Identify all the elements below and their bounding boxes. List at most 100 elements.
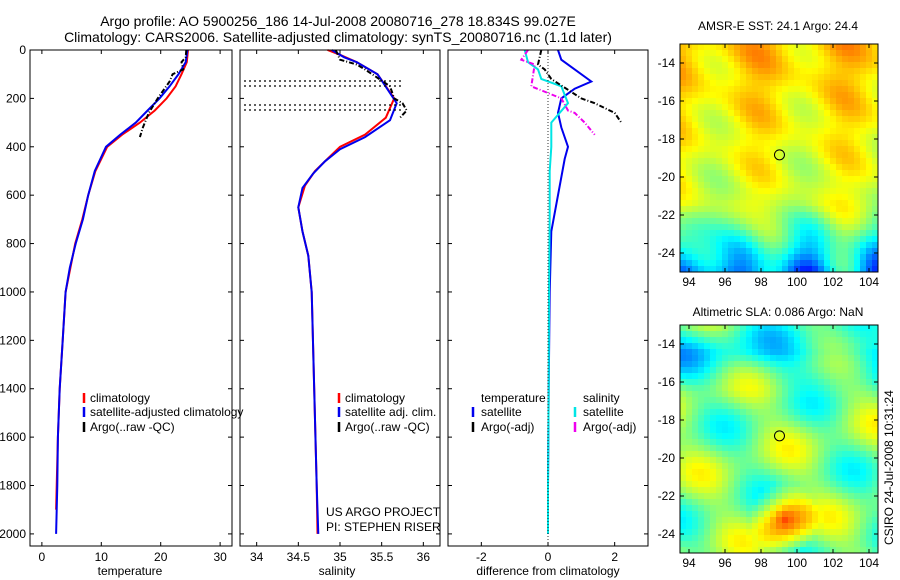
heatmap-cell [866,331,873,338]
heatmap-cell [812,499,819,506]
heatmap-cell [788,182,795,189]
heatmap-cell [686,218,693,225]
heatmap-cell [746,331,753,338]
heatmap-cell [680,260,687,267]
heatmap-cell [794,128,801,135]
heatmap-cell [704,505,711,512]
heatmap-cell [728,511,735,518]
heatmap-cell [692,385,699,392]
heatmap-cell [830,343,837,350]
heatmap-cell [860,505,867,512]
heatmap-cell [848,74,855,81]
heatmap-cell [818,385,825,392]
heatmap-cell [782,385,789,392]
heatmap-cell [704,391,711,398]
heatmap-cell [716,523,723,530]
heatmap-cell [860,475,867,482]
heatmap-cell [698,218,705,225]
heatmap-cell [734,122,741,129]
heatmap-cell [824,74,831,81]
heatmap-cell [830,451,837,458]
heatmap-cell [866,361,873,368]
heatmap-cell [812,128,819,135]
heatmap-cell [758,68,765,75]
heatmap-cell [842,68,849,75]
heatmap-cell [722,379,729,386]
heatmap-cell [848,427,855,434]
heatmap-cell [704,266,711,272]
heatmap-cell [692,331,699,338]
heatmap-cell [836,50,843,57]
heatmap-cell [818,547,825,553]
heatmap-cell [782,397,789,404]
heatmap-cell [752,433,759,440]
heatmap-cell [692,397,699,404]
heatmap-cell [752,397,759,404]
heatmap-cell [722,92,729,99]
heatmap-cell [746,541,753,548]
heatmap-cell [728,403,735,410]
difference-xlabel: difference from climatology [476,564,619,578]
heatmap-cell [842,517,849,524]
heatmap-cell [698,475,705,482]
heatmap-cell [680,140,687,147]
heatmap-cell [842,50,849,57]
heatmap-cell [758,176,765,183]
heatmap-cell [800,164,807,171]
y-tick-label: 1600 [0,430,26,444]
heatmap-cell [860,523,867,530]
heatmap-cell [740,164,747,171]
heatmap-cell [806,499,813,506]
heatmap-cell [710,134,717,141]
heatmap-cell [836,331,843,338]
heatmap-cell [752,176,759,183]
heatmap-cell [686,56,693,63]
heatmap-cell [716,230,723,237]
heatmap-cell [800,379,807,386]
heatmap-cell [836,44,843,51]
heatmap-cell [776,397,783,404]
heatmap-cell [686,92,693,99]
heatmap-cell [872,541,878,548]
heatmap-cell [734,451,741,458]
heatmap-cell [818,116,825,123]
heatmap-cell [872,254,878,261]
heatmap-cell [764,361,771,368]
heatmap-cell [716,457,723,464]
heatmap-cell [710,236,717,243]
heatmap-cell [806,349,813,356]
heatmap-cell [782,116,789,123]
heatmap-cell [788,128,795,135]
heatmap-cell [866,379,873,386]
heatmap-cell [806,343,813,350]
heatmap-cell [698,469,705,476]
heatmap-cell [746,128,753,135]
heatmap-cell [860,373,867,380]
heatmap-cell [740,266,747,272]
heatmap-cell [764,457,771,464]
sla-map-title: Altimetric SLA: 0.086 Argo: NaN [693,305,864,319]
heatmap-cell [872,331,878,338]
heatmap-cell [818,98,825,105]
heatmap-cell [728,469,735,476]
heatmap-cell [680,361,687,368]
heatmap-cell [800,409,807,416]
heatmap-cell [734,433,741,440]
heatmap-cell [854,337,861,344]
heatmap-cell [794,499,801,506]
heatmap-cell [734,529,741,536]
heatmap-cell [872,206,878,213]
heatmap-cell [794,367,801,374]
heatmap-cell [800,547,807,553]
heatmap-cell [824,547,831,553]
heatmap-cell [704,224,711,231]
heatmap-cell [812,337,819,344]
heatmap-cell [758,128,765,135]
heatmap-cell [806,325,813,332]
heatmap-cell [710,230,717,237]
heatmap-cell [830,469,837,476]
heatmap-cell [692,379,699,386]
heatmap-cell [848,236,855,243]
heatmap-cell [848,230,855,237]
heatmap-cell [680,523,687,530]
